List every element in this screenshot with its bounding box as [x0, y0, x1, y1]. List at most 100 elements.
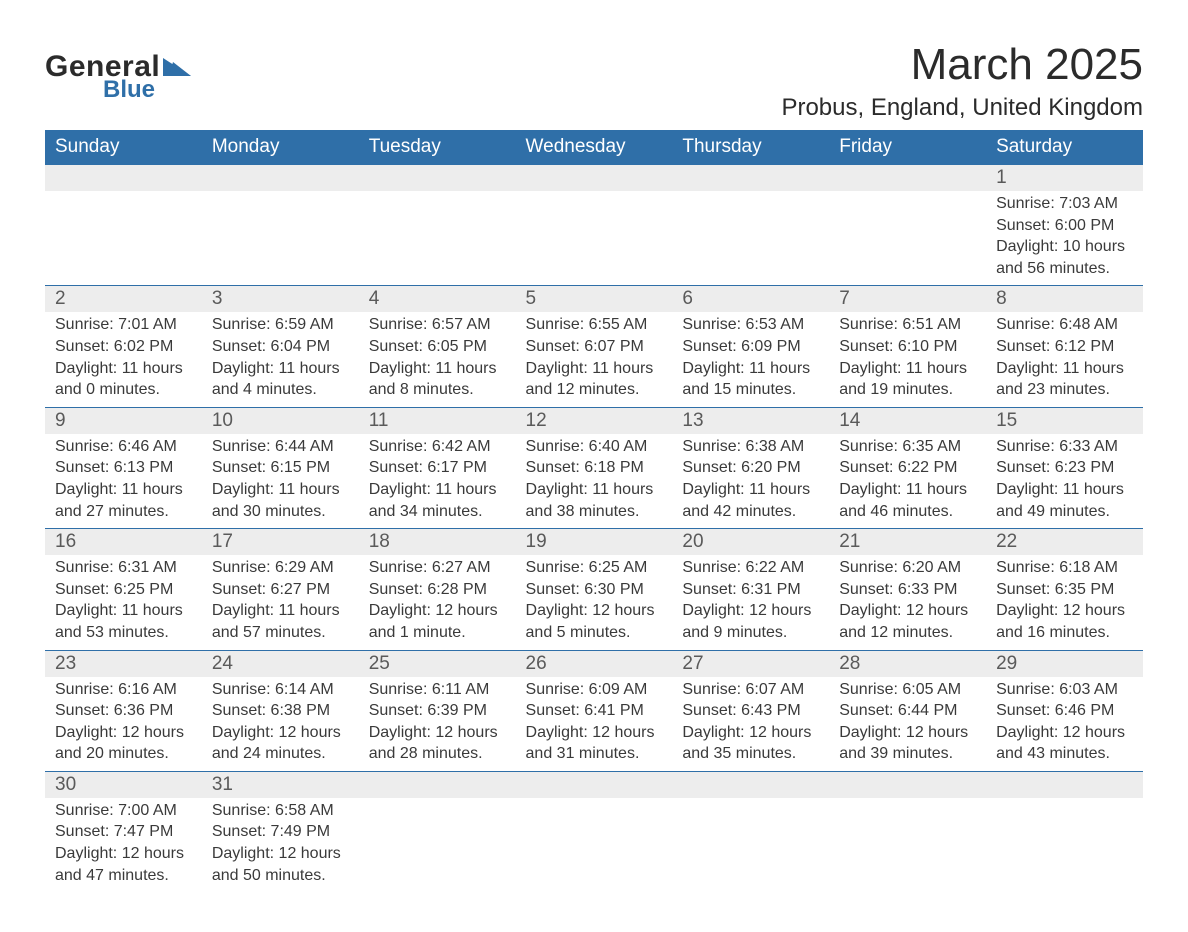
day-data-cell: Sunrise: 6:48 AMSunset: 6:12 PMDaylight:…	[986, 312, 1143, 407]
cell-sr: Sunrise: 6:27 AM	[369, 557, 506, 579]
day-number-cell: 15	[986, 407, 1143, 434]
day-number-cell: 14	[829, 407, 986, 434]
day-number-cell: 6	[672, 286, 829, 313]
day-data-cell: Sunrise: 6:40 AMSunset: 6:18 PMDaylight:…	[516, 434, 673, 529]
day-data-cell: Sunrise: 6:03 AMSunset: 6:46 PMDaylight:…	[986, 677, 1143, 772]
day-number-cell: 4	[359, 286, 516, 313]
cell-d1: Daylight: 12 hours	[682, 722, 819, 744]
cell-ss: Sunset: 6:31 PM	[682, 579, 819, 601]
daynum-row: 23242526272829	[45, 650, 1143, 677]
cell-sr: Sunrise: 6:53 AM	[682, 314, 819, 336]
day-number-cell: 5	[516, 286, 673, 313]
day-number-cell: 23	[45, 650, 202, 677]
day-number-cell: 8	[986, 286, 1143, 313]
day-number-cell: 25	[359, 650, 516, 677]
day-data-cell: Sunrise: 6:25 AMSunset: 6:30 PMDaylight:…	[516, 555, 673, 650]
cell-d2: and 34 minutes.	[369, 501, 506, 523]
day-data-cell: Sunrise: 6:22 AMSunset: 6:31 PMDaylight:…	[672, 555, 829, 650]
cell-sr: Sunrise: 7:01 AM	[55, 314, 192, 336]
day-number-cell: 20	[672, 529, 829, 556]
cell-sr: Sunrise: 6:38 AM	[682, 436, 819, 458]
logo: General Blue	[45, 50, 191, 104]
cell-d2: and 57 minutes.	[212, 622, 349, 644]
cell-d1: Daylight: 11 hours	[839, 358, 976, 380]
cell-sr: Sunrise: 6:20 AM	[839, 557, 976, 579]
cell-sr: Sunrise: 6:05 AM	[839, 679, 976, 701]
data-row: Sunrise: 6:31 AMSunset: 6:25 PMDaylight:…	[45, 555, 1143, 650]
cell-d1: Daylight: 12 hours	[369, 600, 506, 622]
day-data-cell	[986, 798, 1143, 892]
day-data-cell	[202, 191, 359, 286]
cell-ss: Sunset: 6:09 PM	[682, 336, 819, 358]
cell-d2: and 47 minutes.	[55, 865, 192, 887]
day-data-cell: Sunrise: 6:11 AMSunset: 6:39 PMDaylight:…	[359, 677, 516, 772]
day-number-cell: 1	[986, 165, 1143, 192]
cell-sr: Sunrise: 6:58 AM	[212, 800, 349, 822]
cell-ss: Sunset: 6:25 PM	[55, 579, 192, 601]
cell-d2: and 24 minutes.	[212, 743, 349, 765]
cell-ss: Sunset: 6:18 PM	[526, 457, 663, 479]
cell-d2: and 8 minutes.	[369, 379, 506, 401]
cell-sr: Sunrise: 6:22 AM	[682, 557, 819, 579]
cell-ss: Sunset: 6:35 PM	[996, 579, 1133, 601]
day-data-cell: Sunrise: 6:27 AMSunset: 6:28 PMDaylight:…	[359, 555, 516, 650]
cell-ss: Sunset: 6:28 PM	[369, 579, 506, 601]
cell-sr: Sunrise: 6:46 AM	[55, 436, 192, 458]
day-data-cell: Sunrise: 6:05 AMSunset: 6:44 PMDaylight:…	[829, 677, 986, 772]
cell-d2: and 39 minutes.	[839, 743, 976, 765]
cell-d1: Daylight: 11 hours	[212, 600, 349, 622]
cell-d1: Daylight: 12 hours	[212, 722, 349, 744]
cell-d1: Daylight: 11 hours	[212, 479, 349, 501]
day-data-cell: Sunrise: 6:57 AMSunset: 6:05 PMDaylight:…	[359, 312, 516, 407]
day-data-cell: Sunrise: 6:58 AMSunset: 7:49 PMDaylight:…	[202, 798, 359, 892]
cell-d1: Daylight: 12 hours	[682, 600, 819, 622]
cell-d1: Daylight: 12 hours	[369, 722, 506, 744]
day-header: Monday	[202, 130, 359, 165]
day-data-cell: Sunrise: 6:38 AMSunset: 6:20 PMDaylight:…	[672, 434, 829, 529]
day-number-cell: 10	[202, 407, 359, 434]
day-data-cell: Sunrise: 6:14 AMSunset: 6:38 PMDaylight:…	[202, 677, 359, 772]
cell-d1: Daylight: 11 hours	[55, 600, 192, 622]
cell-d1: Daylight: 11 hours	[55, 479, 192, 501]
cell-d1: Daylight: 11 hours	[839, 479, 976, 501]
cell-d1: Daylight: 11 hours	[55, 358, 192, 380]
day-data-cell	[45, 191, 202, 286]
day-data-cell	[359, 191, 516, 286]
day-number-cell	[202, 165, 359, 192]
day-data-cell: Sunrise: 6:53 AMSunset: 6:09 PMDaylight:…	[672, 312, 829, 407]
day-data-cell: Sunrise: 7:00 AMSunset: 7:47 PMDaylight:…	[45, 798, 202, 892]
cell-sr: Sunrise: 6:09 AM	[526, 679, 663, 701]
cell-d2: and 15 minutes.	[682, 379, 819, 401]
cell-d2: and 28 minutes.	[369, 743, 506, 765]
day-data-cell: Sunrise: 6:29 AMSunset: 6:27 PMDaylight:…	[202, 555, 359, 650]
cell-d2: and 49 minutes.	[996, 501, 1133, 523]
day-header: Friday	[829, 130, 986, 165]
cell-sr: Sunrise: 6:40 AM	[526, 436, 663, 458]
day-number-cell: 18	[359, 529, 516, 556]
cell-sr: Sunrise: 6:18 AM	[996, 557, 1133, 579]
day-number-cell	[45, 165, 202, 192]
cell-d1: Daylight: 12 hours	[212, 843, 349, 865]
cell-d2: and 38 minutes.	[526, 501, 663, 523]
cell-d2: and 50 minutes.	[212, 865, 349, 887]
cell-sr: Sunrise: 6:31 AM	[55, 557, 192, 579]
day-number-cell	[829, 165, 986, 192]
cell-sr: Sunrise: 6:11 AM	[369, 679, 506, 701]
cell-d2: and 12 minutes.	[839, 622, 976, 644]
logo-triangle-icon	[163, 56, 191, 81]
day-number-cell: 29	[986, 650, 1143, 677]
cell-d2: and 53 minutes.	[55, 622, 192, 644]
cell-sr: Sunrise: 6:29 AM	[212, 557, 349, 579]
cell-d2: and 56 minutes.	[996, 258, 1133, 280]
day-data-cell: Sunrise: 6:59 AMSunset: 6:04 PMDaylight:…	[202, 312, 359, 407]
cell-d2: and 42 minutes.	[682, 501, 819, 523]
cell-d1: Daylight: 11 hours	[996, 479, 1133, 501]
day-data-cell	[672, 191, 829, 286]
cell-ss: Sunset: 6:27 PM	[212, 579, 349, 601]
day-number-cell: 17	[202, 529, 359, 556]
cell-ss: Sunset: 6:12 PM	[996, 336, 1133, 358]
subtitle: Probus, England, United Kingdom	[781, 94, 1143, 122]
cell-sr: Sunrise: 6:07 AM	[682, 679, 819, 701]
cell-sr: Sunrise: 6:57 AM	[369, 314, 506, 336]
day-number-cell	[986, 771, 1143, 798]
